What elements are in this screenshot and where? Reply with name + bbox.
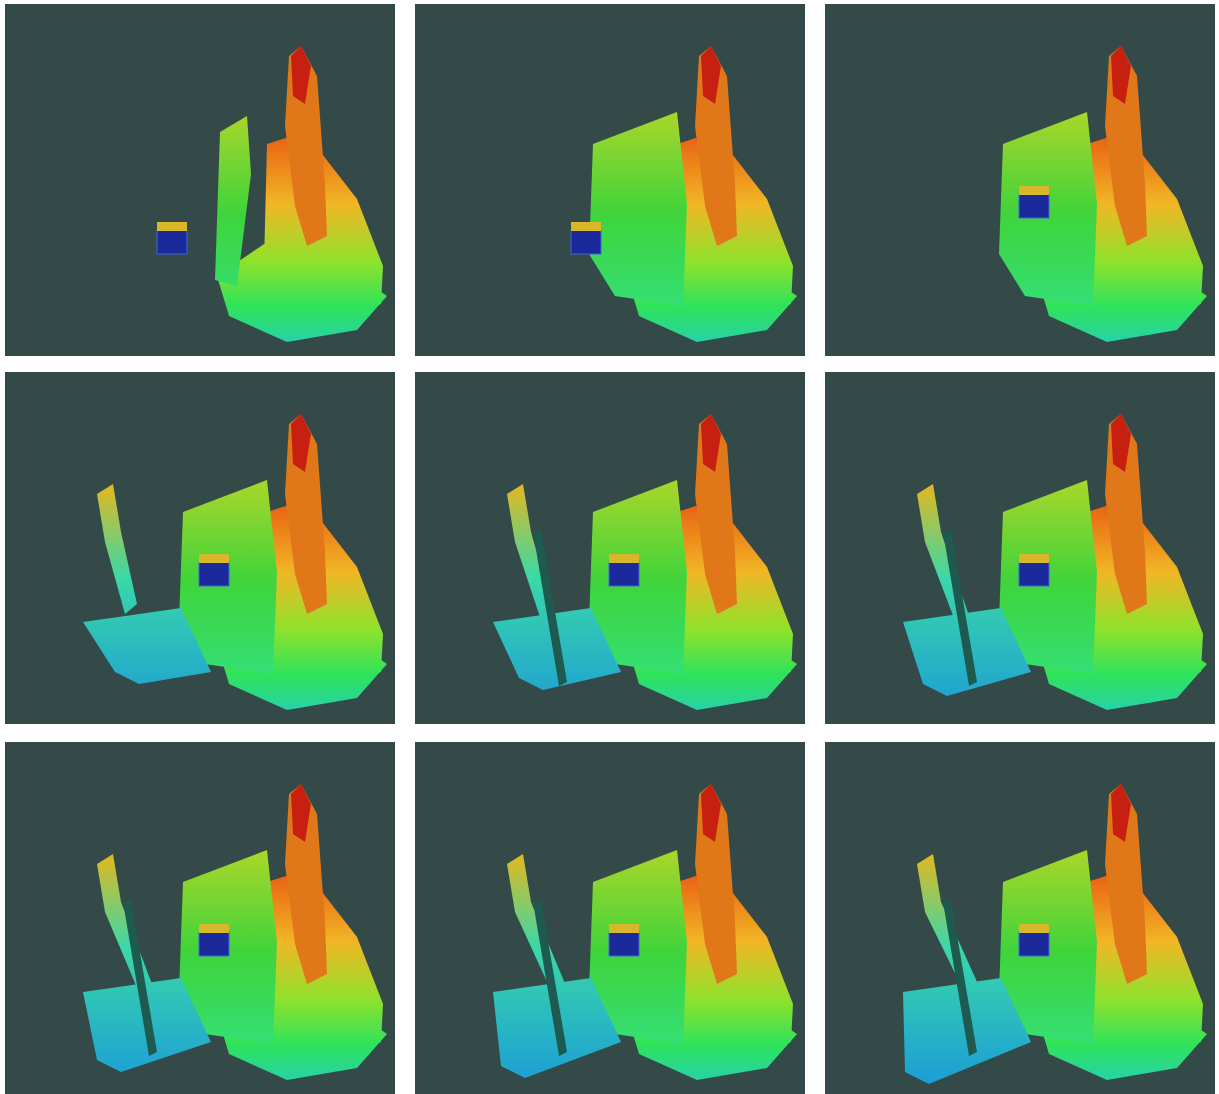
map-panel (5, 742, 395, 1094)
panel-grid (0, 0, 1219, 1094)
robot-top (1019, 924, 1049, 933)
map-panel (5, 372, 395, 724)
robot-top (199, 924, 229, 933)
figure (0, 0, 1219, 1094)
robot-top (609, 924, 639, 933)
robot-body (609, 932, 639, 956)
map-wall (589, 112, 687, 306)
robot-body (1019, 932, 1049, 956)
map-panel (415, 742, 805, 1094)
robot-top (199, 554, 229, 563)
robot-top (609, 554, 639, 563)
map-panel (825, 4, 1215, 356)
robot-top (157, 222, 187, 231)
map-panel (415, 372, 805, 724)
robot-body (157, 230, 187, 254)
map-panel (415, 4, 805, 356)
map-panel (5, 4, 395, 356)
robot-body (1019, 562, 1049, 586)
map-panel (825, 742, 1215, 1094)
robot-body (199, 932, 229, 956)
robot-body (609, 562, 639, 586)
robot-body (571, 230, 601, 254)
robot-body (199, 562, 229, 586)
robot-top (571, 222, 601, 231)
robot-top (1019, 186, 1049, 195)
map-panel (825, 372, 1215, 724)
robot-top (1019, 554, 1049, 563)
robot-body (1019, 194, 1049, 218)
